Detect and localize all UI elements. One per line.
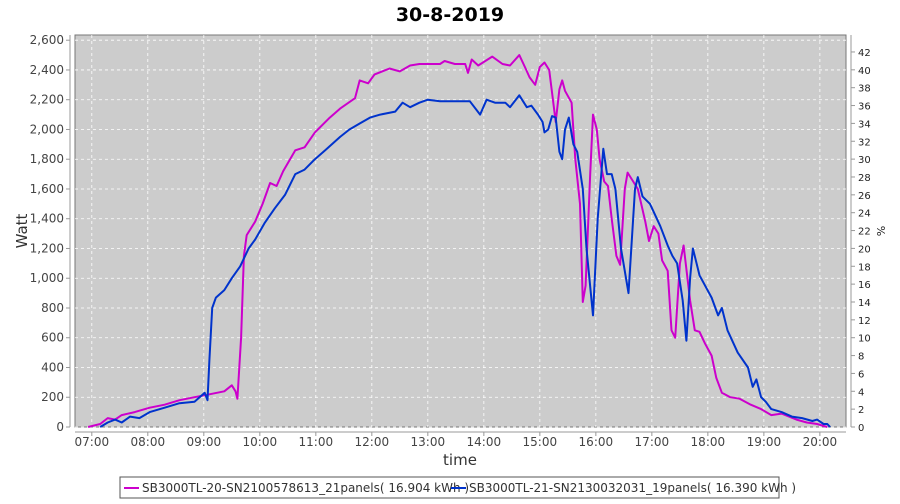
y2-tick-label: 2 <box>858 405 864 416</box>
y-tick-label: 2,600 <box>30 33 64 47</box>
y-tick-label: 1,400 <box>30 212 64 226</box>
legend-label-1: SB3000TL-21-SN2130032031_19panels( 16.39… <box>469 481 796 495</box>
y2-tick-label: 14 <box>858 298 871 309</box>
plot-area <box>74 34 847 428</box>
y2-tick-label: 34 <box>858 119 871 130</box>
y-tick-label: 0 <box>56 420 64 434</box>
x-tick-label: 20:00 <box>803 435 838 449</box>
axes: 07:00 08:00 09:00 10:00 11:00 12:00 13:00 14:00… <box>30 33 871 449</box>
y2-tick-label: 36 <box>858 102 871 113</box>
chart-title: 30-8-2019 <box>396 4 504 26</box>
x-tick-label: 14:00 <box>467 435 502 449</box>
y2-tick-label: 16 <box>858 280 871 291</box>
x-tick-label: 19:00 <box>747 435 782 449</box>
legend-item-1: SB3000TL-21-SN2130032031_19panels( 16.39… <box>451 481 796 495</box>
y-tick-label: 2,000 <box>30 122 64 136</box>
y-tick-label: 1,000 <box>30 271 64 285</box>
y-axis-label: Watt <box>13 213 31 248</box>
y2-tick-label: 0 <box>858 423 864 434</box>
series-line-1 <box>99 94 831 428</box>
y-tick-label: 1,600 <box>30 182 64 196</box>
x-tick-label: 18:00 <box>691 435 726 449</box>
y-tick-label: 2,200 <box>30 93 64 107</box>
x-tick-label: 16:00 <box>579 435 614 449</box>
y2-tick-label: 28 <box>858 173 871 184</box>
y2-tick-label: 18 <box>858 262 871 273</box>
y2-tick-label: 32 <box>858 137 871 148</box>
x-tick-label: 08:00 <box>131 435 166 449</box>
y-tick-label: 800 <box>41 301 64 315</box>
y-tick-label: 400 <box>41 360 64 374</box>
x-tick-label: 13:00 <box>411 435 446 449</box>
x-axis-label: time <box>443 451 477 469</box>
y2-tick-label: 24 <box>858 209 871 220</box>
y2-tick-label: 38 <box>858 84 871 95</box>
series-line-0 <box>87 54 828 428</box>
y2-tick-label: 6 <box>858 369 864 380</box>
x-tick-label: 09:00 <box>187 435 222 449</box>
x-tick-label: 07:00 <box>75 435 110 449</box>
y2-tick-label: 20 <box>858 244 871 255</box>
x-tick-label: 17:00 <box>635 435 670 449</box>
y-tick-label: 600 <box>41 331 64 345</box>
legend-label-0: SB3000TL-20-SN2100578613_21panels( 16.90… <box>142 481 469 495</box>
y-tick-label: 200 <box>41 390 64 404</box>
y2-tick-label: 4 <box>858 387 864 398</box>
series-lines <box>87 54 831 428</box>
y2-tick-label: 8 <box>858 352 864 363</box>
y2-tick-label: 40 <box>858 66 871 77</box>
y2-tick-label: 22 <box>858 227 871 238</box>
y2-tick-label: 30 <box>858 155 871 166</box>
y2-tick-label: 10 <box>858 334 871 345</box>
y2-tick-label: 42 <box>858 48 871 59</box>
legend-item-0: SB3000TL-20-SN2100578613_21panels( 16.90… <box>124 481 469 495</box>
x-tick-label: 11:00 <box>299 435 334 449</box>
y2-tick-label: 12 <box>858 316 871 327</box>
x-tick-label: 15:00 <box>523 435 558 449</box>
y2-tick-label: 26 <box>858 191 871 202</box>
legend: SB3000TL-20-SN2100578613_21panels( 16.90… <box>119 476 796 499</box>
grid <box>75 35 846 428</box>
y-tick-label: 1,800 <box>30 152 64 166</box>
y2-axis-label: % <box>874 226 887 236</box>
y-tick-label: 2,400 <box>30 63 64 77</box>
y-tick-label: 1,200 <box>30 241 64 255</box>
x-tick-label: 10:00 <box>243 435 278 449</box>
x-tick-label: 12:00 <box>355 435 390 449</box>
